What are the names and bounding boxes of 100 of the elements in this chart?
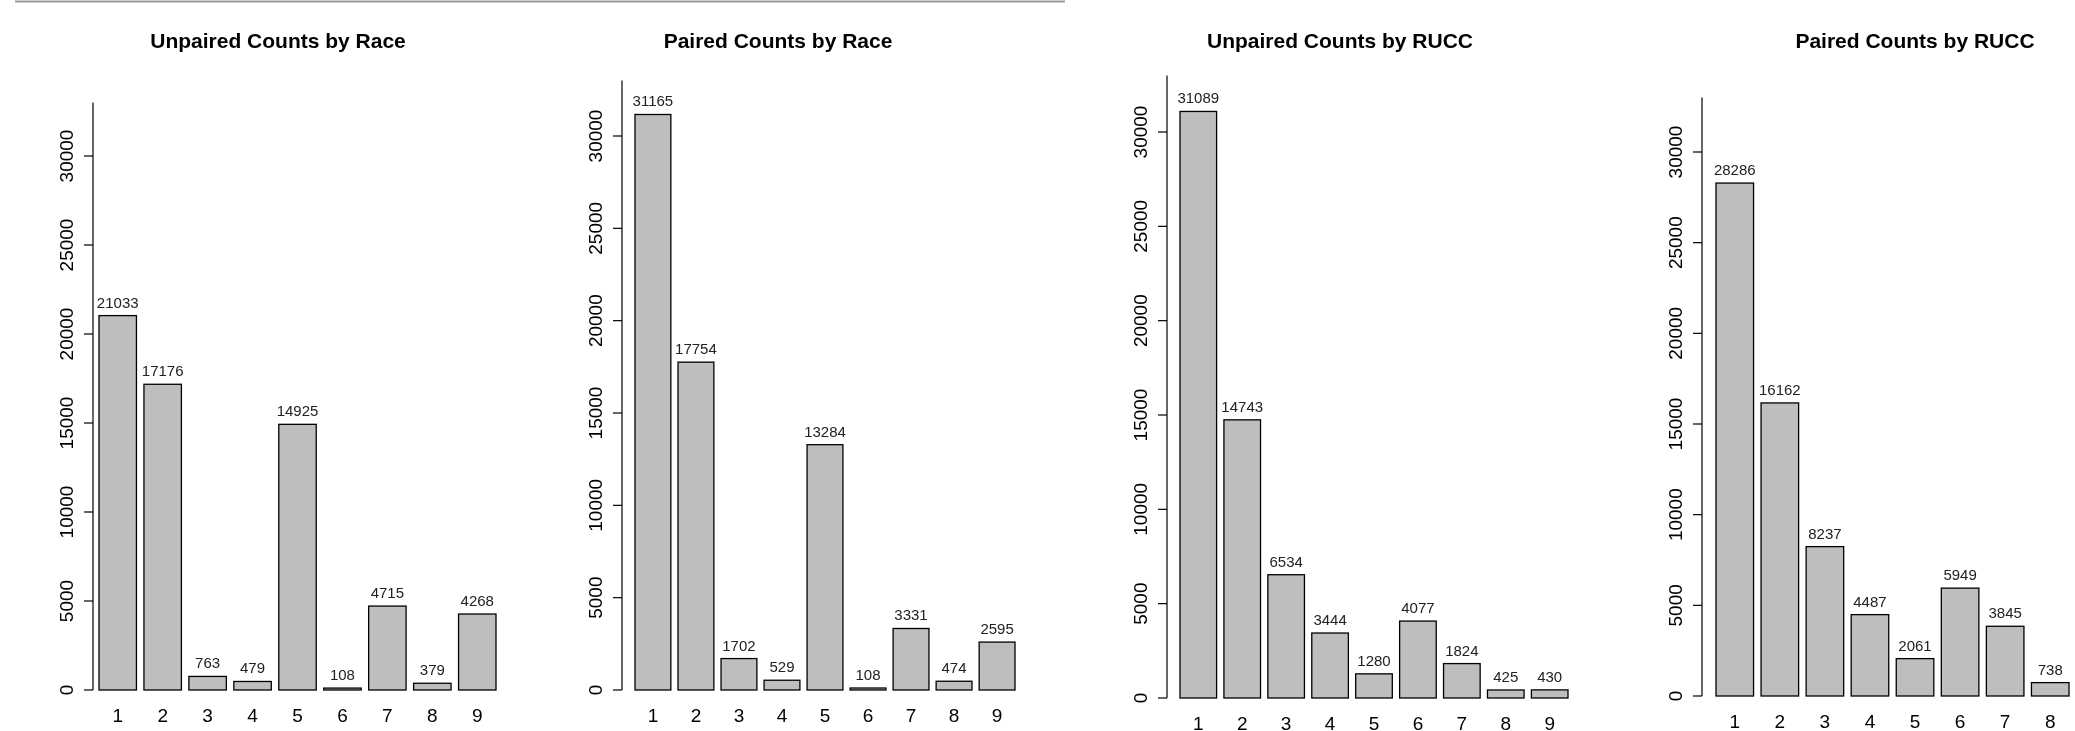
y-tick-label: 20000 (1130, 294, 1151, 348)
y-tick-label: 0 (1665, 690, 1686, 702)
bar (1311, 632, 1350, 699)
y-tick-label: 15000 (1130, 388, 1151, 442)
bar (412, 682, 452, 691)
data-label: 5949 (1943, 566, 1977, 584)
bar (892, 627, 930, 691)
x-tick-label: 6 (1412, 713, 1424, 731)
data-label: 474 (941, 659, 967, 677)
bar (368, 605, 407, 691)
bar (1355, 673, 1393, 699)
x-tick-label: 6 (337, 705, 348, 726)
x-tick-label: 8 (948, 705, 960, 726)
x-tick-label: 1 (647, 705, 659, 726)
data-label: 763 (195, 654, 221, 672)
x-tick-label: 8 (2044, 711, 2056, 731)
x-tick-label: 8 (427, 705, 438, 726)
data-label: 17754 (675, 340, 717, 358)
bar (143, 383, 183, 691)
bar (1895, 657, 1935, 697)
bar (1530, 689, 1569, 699)
x-tick-label: 5 (292, 705, 303, 726)
data-label: 28286 (1713, 161, 1756, 179)
bar (1805, 545, 1845, 697)
bar (1223, 419, 1262, 699)
bar (978, 641, 1016, 691)
bar (677, 361, 715, 691)
x-tick-label: 3 (1280, 713, 1292, 731)
data-label: 6534 (1269, 552, 1303, 570)
y-tick-label: 25000 (1130, 199, 1151, 253)
x-tick-label: 3 (733, 705, 745, 726)
data-label: 4487 (1853, 592, 1887, 610)
y-tick-label: 20000 (585, 294, 606, 348)
y-tick-label: 15000 (585, 386, 606, 440)
bar (278, 423, 317, 691)
data-label: 738 (2037, 660, 2063, 678)
x-tick-label: 7 (905, 705, 917, 726)
data-label: 529 (769, 658, 795, 676)
y-tick-label: 15000 (1665, 397, 1686, 451)
y-tick-label: 25000 (56, 218, 77, 272)
x-tick-label: 4 (776, 705, 788, 726)
chart-title: Unpaired Counts by Race (150, 29, 406, 52)
y-tick-label: 10000 (585, 478, 606, 532)
bar (98, 314, 138, 691)
data-label: 1280 (1357, 651, 1391, 669)
data-label: 4268 (460, 592, 494, 610)
x-tick-label: 2 (157, 705, 168, 726)
y-tick-label: 5000 (585, 576, 606, 619)
y-tick-label: 0 (1130, 692, 1151, 704)
bar (1398, 620, 1437, 699)
x-tick-label: 7 (1999, 711, 2011, 731)
data-label: 31089 (1177, 89, 1220, 107)
data-label: 379 (419, 661, 445, 679)
x-tick-label: 4 (1324, 713, 1336, 731)
bar (188, 675, 227, 691)
y-tick-label: 30000 (56, 129, 77, 183)
bar (806, 444, 844, 691)
y-tick-label: 15000 (56, 396, 77, 450)
data-label: 108 (329, 666, 355, 684)
x-tick-label: 2 (1774, 711, 1786, 731)
chart-title: Unpaired Counts by RUCC (1206, 29, 1474, 52)
x-tick-label: 6 (862, 705, 874, 726)
data-label: 14743 (1221, 397, 1264, 415)
x-tick-label: 5 (1368, 713, 1380, 731)
data-label: 2595 (980, 620, 1014, 638)
data-label: 14925 (276, 402, 319, 420)
bar (1985, 625, 2025, 697)
y-tick-label: 5000 (1665, 584, 1686, 627)
x-tick-label: 6 (1954, 711, 1966, 731)
y-tick-label: 30000 (1130, 105, 1151, 159)
bar (1760, 402, 1800, 697)
data-label: 479 (240, 659, 266, 677)
x-tick-label: 1 (112, 705, 124, 726)
data-label: 4715 (370, 584, 405, 602)
data-label: 8237 (1808, 524, 1842, 542)
x-tick-label: 9 (471, 705, 483, 726)
bar (634, 113, 672, 691)
data-label: 31165 (632, 92, 674, 110)
data-label: 16162 (1758, 380, 1801, 398)
chart-title: Paired Counts by RUCC (1795, 29, 2035, 52)
bar (720, 657, 758, 691)
x-tick-label: 2 (1236, 713, 1248, 731)
bar (1850, 613, 1890, 697)
x-tick-label: 9 (991, 705, 1003, 726)
y-tick-label: 0 (585, 684, 606, 696)
bar (1179, 110, 1218, 699)
x-tick-label: 3 (1819, 711, 1831, 731)
y-tick-label: 5000 (56, 579, 77, 623)
y-tick-label: 10000 (1130, 482, 1151, 536)
bar (1486, 689, 1525, 699)
y-tick-label: 25000 (585, 201, 606, 255)
data-label: 3845 (1988, 604, 2022, 622)
data-label: 4077 (1401, 599, 1435, 617)
y-tick-label: 5000 (1130, 582, 1151, 625)
x-tick-label: 9 (1544, 713, 1555, 731)
data-label: 3444 (1313, 611, 1347, 629)
x-tick-label: 1 (1729, 711, 1741, 731)
bar (233, 680, 272, 691)
x-tick-label: 3 (202, 705, 213, 726)
bar (457, 613, 497, 691)
